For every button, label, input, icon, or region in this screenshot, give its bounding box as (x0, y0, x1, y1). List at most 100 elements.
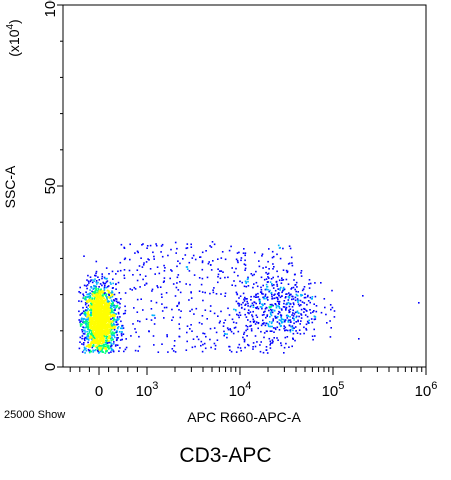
event-dot (271, 311, 274, 314)
event-dot (255, 281, 258, 284)
event-dot (279, 314, 282, 316)
event-dot (94, 349, 96, 352)
event-dot (242, 336, 244, 339)
event-dot (105, 286, 108, 289)
event-dot (112, 350, 115, 352)
event-dot (249, 320, 252, 323)
event-dot (82, 343, 85, 346)
event-dot (150, 308, 153, 310)
event-dot (171, 270, 173, 272)
event-dot (217, 268, 219, 270)
event-dot (113, 326, 115, 329)
event-dot (292, 337, 294, 340)
event-dot (100, 323, 102, 326)
event-dot (88, 331, 91, 334)
event-dot (265, 346, 268, 348)
event-dot (98, 296, 101, 299)
event-dot (312, 338, 314, 341)
event-dot (87, 296, 89, 298)
event-dot (188, 270, 191, 272)
event-dot (210, 246, 213, 248)
event-dot (269, 347, 272, 349)
event-dot (84, 313, 86, 316)
event-dot (201, 251, 204, 254)
event-dot (200, 344, 202, 347)
event-dot (87, 327, 89, 329)
event-dot (202, 332, 204, 335)
event-dot (163, 264, 165, 267)
event-dot (200, 340, 203, 343)
event-dot (107, 291, 110, 294)
event-dot (166, 334, 168, 336)
event-dot (84, 296, 87, 298)
event-dot (119, 302, 121, 305)
event-dot (109, 330, 111, 332)
event-dot (153, 258, 155, 260)
event-dot (92, 349, 94, 352)
figure-caption: CD3-APC (179, 444, 272, 467)
event-dot (259, 302, 261, 305)
event-dot (108, 303, 111, 306)
event-dot (280, 282, 283, 284)
event-dot (85, 323, 87, 326)
event-dot (171, 319, 173, 321)
event-dot (290, 293, 292, 296)
event-dot (88, 328, 90, 331)
event-dot (111, 338, 114, 341)
event-dot (190, 324, 192, 326)
event-dot (275, 305, 278, 307)
event-dot (300, 314, 303, 316)
event-dot (110, 321, 112, 323)
event-dot (121, 338, 123, 341)
event-dot (283, 346, 286, 349)
event-dot (107, 305, 109, 307)
event-dot (237, 346, 239, 349)
event-dot (82, 294, 85, 297)
event-dot (96, 295, 99, 298)
event-dot (94, 318, 96, 321)
event-dot (186, 243, 189, 245)
event-dot (262, 296, 264, 299)
event-dot (108, 335, 111, 337)
event-dot (251, 314, 253, 316)
event-dot (304, 296, 307, 299)
event-dot (278, 329, 281, 331)
event-dot (113, 299, 116, 302)
event-dot (82, 319, 84, 321)
event-dot (85, 322, 87, 325)
event-dot (101, 349, 103, 351)
event-dot (119, 339, 122, 341)
event-dot (268, 309, 270, 312)
event-dot (102, 328, 105, 330)
event-dot (80, 313, 83, 315)
event-dot (251, 302, 254, 305)
event-dot (106, 306, 108, 308)
event-dot (87, 321, 90, 324)
event-dot (87, 338, 90, 340)
event-dot (277, 244, 280, 247)
event-dot (93, 340, 96, 342)
event-dot (118, 331, 121, 333)
event-dot (254, 296, 257, 298)
event-dot (97, 331, 99, 334)
event-dot (254, 251, 256, 254)
event-dot (129, 288, 132, 290)
event-dot (92, 311, 95, 314)
event-dot (233, 308, 235, 311)
event-dot (99, 313, 101, 315)
event-dot (235, 300, 238, 303)
event-dot (119, 347, 121, 349)
event-dot (230, 350, 233, 353)
event-dot (170, 269, 172, 271)
event-dot (151, 314, 154, 316)
event-dot (142, 278, 144, 281)
event-dot (273, 297, 276, 300)
event-dot (108, 318, 110, 321)
event-dot (263, 303, 266, 305)
event-dot (105, 293, 108, 295)
event-dot (176, 304, 179, 307)
event-dot (234, 326, 237, 329)
event-dot (294, 299, 297, 302)
event-dot (88, 323, 91, 325)
event-dot (109, 336, 111, 339)
